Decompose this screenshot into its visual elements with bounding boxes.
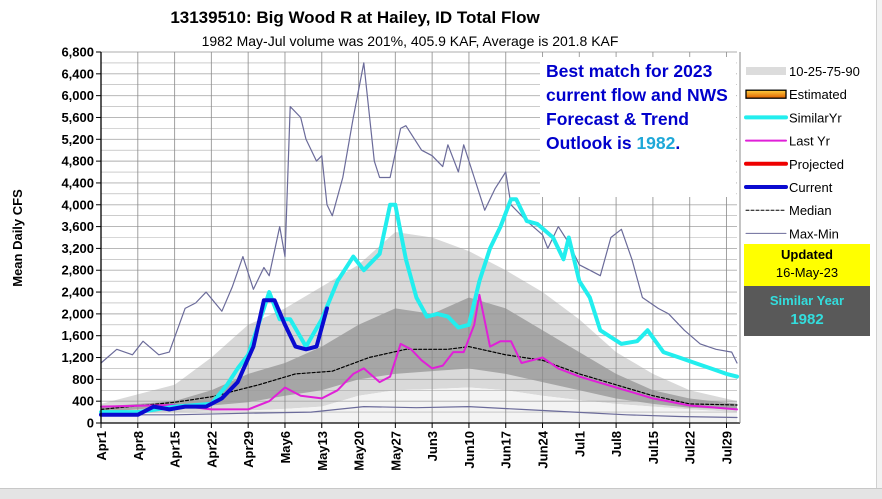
axes: 0 400 800 1,200 1,600 2,000 2,400 2,800 3,200 3,6… xyxy=(61,45,741,471)
y-tick-label: 6,800 xyxy=(61,45,94,60)
x-tick-label: Jul8 xyxy=(609,431,624,457)
similar-year-box: Similar Year 1982 xyxy=(744,286,870,336)
legend-label: Last Yr xyxy=(789,134,831,149)
x-tick-label: Jul15 xyxy=(646,431,661,464)
x-tick-label: May27 xyxy=(388,431,403,471)
legend-label: Projected xyxy=(789,157,844,172)
y-tick-label: 2,000 xyxy=(61,306,94,321)
x-tick-label: Apr22 xyxy=(204,431,219,468)
legend-label: Max-Min xyxy=(789,226,839,241)
series-lines xyxy=(99,62,739,419)
band-25-75 xyxy=(101,297,737,413)
x-tick-label: Apr1 xyxy=(94,431,109,461)
x-tick-label: Apr8 xyxy=(131,431,146,461)
chart-subtitle: 1982 May-Jul volume was 201%, 405.9 KAF,… xyxy=(202,33,619,49)
similar-year-label: Similar Year xyxy=(769,293,845,308)
y-tick-label: 4,000 xyxy=(61,197,94,212)
y-tick-label: 3,200 xyxy=(61,241,94,256)
y-tick-label: 5,600 xyxy=(61,110,94,125)
annotation-end: . xyxy=(675,133,681,153)
y-tick-label: 1,200 xyxy=(61,350,94,365)
legend-label: Estimated xyxy=(789,87,847,102)
series-line-min xyxy=(100,406,738,419)
legend-swatch-estimated xyxy=(745,89,787,99)
series-line-median xyxy=(100,346,738,410)
y-tick-label: 5,200 xyxy=(61,132,94,147)
percentile-bands xyxy=(101,232,737,423)
x-tick-label: May13 xyxy=(315,431,330,471)
legend-label: 10-25-75-90 xyxy=(789,64,860,79)
y-tick-label: 2,800 xyxy=(61,263,94,278)
x-tick-label: Jul1 xyxy=(572,431,587,457)
legend-label: SimilarYr xyxy=(789,110,842,125)
band-below-10 xyxy=(101,387,737,423)
series-line-current xyxy=(99,298,329,417)
window-border xyxy=(876,0,882,488)
similar-year-value: 1982 xyxy=(790,311,824,328)
series-line-similar xyxy=(99,197,739,415)
series-line-max xyxy=(100,62,738,364)
x-tick-label: Jun17 xyxy=(499,431,514,469)
legend-label: Current xyxy=(789,180,833,195)
updated-label: Updated xyxy=(781,247,833,262)
x-tick-label: Jul29 xyxy=(719,431,734,464)
x-tick-label: Apr29 xyxy=(241,431,256,468)
legend-label: Median xyxy=(789,203,832,218)
x-tick-label: Jun10 xyxy=(462,431,477,469)
annotation-text: Best match for 2023 current flow and NWS… xyxy=(546,61,728,153)
chart-title: 13139510: Big Wood R at Hailey, ID Total… xyxy=(170,8,540,27)
updated-box: Updated 16-May-23 xyxy=(744,244,870,286)
legend-swatch-band xyxy=(746,67,786,75)
y-tick-label: 400 xyxy=(72,394,94,409)
y-tick-label: 3,600 xyxy=(61,219,94,234)
legend: 10-25-75-90 Estimated SimilarYr Last Yr Proj… xyxy=(744,64,860,241)
y-tick-label: 1,600 xyxy=(61,328,94,343)
y-tick-label: 2,400 xyxy=(61,285,94,300)
y-axis-label: Mean Daily CFS xyxy=(10,189,25,287)
x-tick-label: Jun24 xyxy=(536,430,551,468)
best-match-annotation: Best match for 2023 current flow and NWS… xyxy=(540,57,736,197)
y-tick-label: 4,800 xyxy=(61,154,94,169)
x-tick-label: May20 xyxy=(352,431,367,471)
x-tick-label: May6 xyxy=(278,431,293,464)
y-tick-label: 6,400 xyxy=(61,66,94,81)
y-tick-label: 4,400 xyxy=(61,175,94,190)
bottom-bar xyxy=(0,488,882,499)
y-tick-label: 800 xyxy=(72,372,94,387)
x-tick-label: Jul22 xyxy=(683,431,698,464)
annotation-year: 1982 xyxy=(636,133,676,153)
updated-date: 16-May-23 xyxy=(775,265,839,280)
x-tick-label: Apr15 xyxy=(168,431,183,468)
series-line-lastyr xyxy=(100,293,738,411)
y-tick-label: 6,000 xyxy=(61,88,94,103)
x-tick-label: Jun3 xyxy=(425,431,440,461)
y-tick-label: 0 xyxy=(87,416,94,431)
